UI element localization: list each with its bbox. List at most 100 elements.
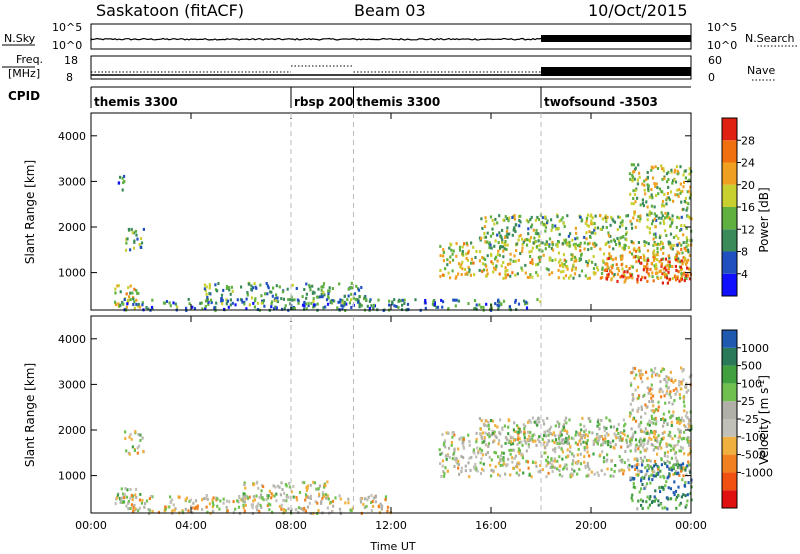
heat-cell [191,506,194,510]
heat-cell [449,255,452,259]
heat-cell [309,497,312,501]
heat-cell [204,299,208,303]
heat-cell [550,218,553,222]
heat-cell [682,396,685,400]
velocity-ytick-label-1: 2000 [58,424,86,437]
heat-cell [634,225,637,229]
heat-cell [532,228,535,232]
heat-cell [626,434,629,438]
heat-cell [583,455,586,459]
heat-cell [316,295,319,299]
heat-cell [285,499,288,503]
heat-cell [237,505,241,509]
heat-cell [662,474,665,478]
heat-cell [654,445,657,449]
heat-cell [458,245,462,249]
heat-cell [177,495,180,499]
heat-cell [621,219,624,223]
heat-cell [271,294,274,298]
heat-cell [497,461,501,465]
heat-cell [650,431,653,435]
heat-cell [651,399,655,403]
heat-cell [480,467,484,471]
heat-cell [485,419,488,423]
heat-cell [529,438,532,442]
heat-cell [590,231,593,235]
heat-cell [646,257,649,261]
heat-cell [672,243,675,247]
heat-cell [689,185,692,189]
heat-cell [665,375,668,379]
velocity-panel-frame [90,315,692,514]
heat-cell [654,185,657,188]
heat-cell [172,301,175,305]
heat-cell [646,205,649,209]
heat-cell [608,245,611,249]
heat-cell [548,256,551,260]
heat-cell [488,435,491,439]
heat-cell [468,456,471,460]
heat-cell [557,268,560,272]
heat-cell [630,496,633,500]
heat-cell [687,481,690,485]
heat-cell [620,257,623,261]
heat-cell [205,285,208,289]
heat-cell [585,219,588,223]
heat-cell [656,271,659,275]
heat-cell [670,243,673,247]
power-ytick-label-0: 1000 [58,267,86,280]
heat-cell [666,281,669,285]
heat-cell [678,434,681,438]
freq-trace [91,65,691,76]
heat-cell [688,196,691,200]
heat-cell [131,231,134,235]
heat-cell [610,278,613,282]
heat-cell [508,439,511,443]
heat-cell [525,459,528,463]
heat-cell [638,249,641,253]
heat-cell [374,500,377,504]
heat-cell [592,439,595,443]
heat-cell [252,495,255,499]
heat-cell [680,272,683,276]
heat-cell [675,225,678,229]
heat-cell [676,193,679,197]
heat-cell [502,451,505,455]
heat-cell [563,262,566,266]
heat-cell [507,219,510,223]
heat-cell [591,242,595,246]
heat-cell [174,507,177,511]
heat-cell [653,249,656,253]
heat-cell [318,484,321,488]
heat-cell [550,425,553,429]
heat-cell [641,499,644,503]
velocity-cbar-label-4: -25 [741,413,759,426]
heat-cell [624,422,627,426]
heat-cell [490,254,493,257]
heat-cell [646,405,649,409]
heat-cell [119,500,122,504]
heat-cell [282,508,285,511]
heat-cell [338,282,341,286]
heat-cell [450,243,453,247]
heat-cell [646,258,649,262]
heat-cell [601,276,604,279]
heat-cell [567,435,570,439]
heat-cell [668,443,671,447]
heat-cell [679,191,682,195]
heat-cell [304,302,308,306]
heat-cell [517,238,520,242]
heat-cell [569,445,572,449]
heat-cell [467,265,470,269]
heat-cell [646,279,649,283]
heat-cell [448,260,452,264]
heat-cell [351,286,354,290]
heat-cell [611,217,614,221]
heat-cell [494,451,498,455]
heat-cell [616,236,619,240]
heat-cell [684,494,687,498]
heat-cell [538,258,541,262]
heat-cell [386,509,389,513]
heat-cell [372,307,375,310]
heat-cell [556,441,559,445]
